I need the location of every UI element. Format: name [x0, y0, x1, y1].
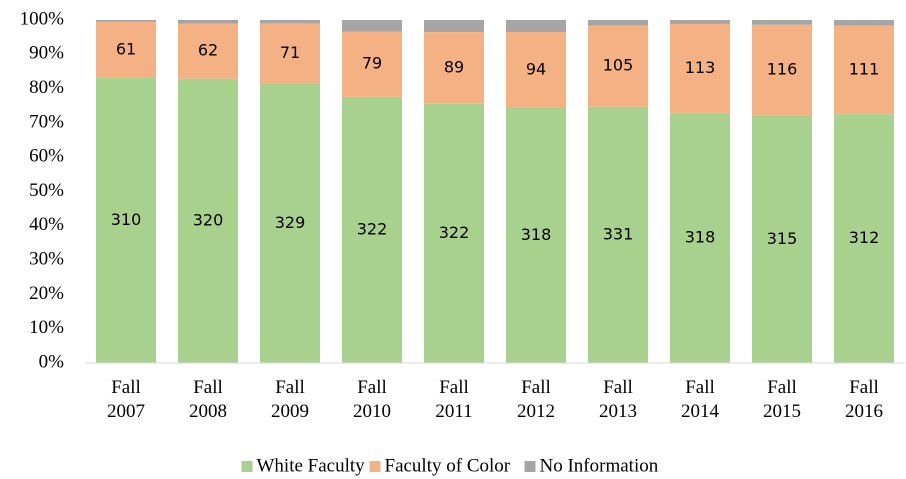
y-tick-label: 90%: [29, 43, 64, 64]
legend-label: White Faculty: [257, 455, 366, 476]
bar-segment: [96, 20, 156, 22]
x-tick-label: Fall 2009: [271, 377, 309, 422]
x-tick-label: Fall 2016: [845, 377, 883, 422]
legend-label: No Information: [540, 455, 659, 476]
data-label: 318: [521, 225, 552, 244]
data-label: 89: [444, 57, 464, 76]
legend-swatch: [369, 461, 381, 472]
bar-segment: [588, 25, 648, 107]
bar-segment: [588, 106, 648, 363]
x-tick-label: Fall 2011: [435, 377, 473, 422]
y-tick-label: 50%: [29, 180, 64, 201]
legend-swatch: [241, 461, 253, 472]
bar-segment: [178, 20, 238, 24]
data-label: 71: [280, 43, 300, 62]
bar-segment: [834, 20, 894, 26]
data-label: 318: [685, 227, 716, 246]
data-label: 116: [767, 60, 798, 79]
data-label: 310: [111, 210, 142, 229]
data-label: 113: [685, 58, 716, 77]
data-label: 331: [603, 224, 634, 243]
data-label: 329: [275, 213, 306, 232]
y-tick-label: 70%: [29, 111, 64, 132]
legend-swatch: [524, 461, 536, 472]
bar-segment: [96, 21, 156, 78]
y-tick-label: 30%: [29, 248, 64, 269]
bar-segment: [342, 31, 402, 97]
y-tick-label: 80%: [29, 77, 64, 98]
data-label: 105: [603, 56, 634, 75]
bar-segment: [342, 96, 402, 364]
bar-segment: [670, 112, 730, 363]
bar-segment: [588, 20, 648, 26]
bar-segment: [424, 32, 484, 104]
bar-segment: [96, 77, 156, 363]
bar-segment: [506, 20, 566, 33]
bar-segment: [752, 115, 812, 363]
bar-segment: [260, 23, 320, 84]
bar-segment: [834, 25, 894, 115]
data-label: 111: [849, 59, 880, 78]
y-tick-label: 0%: [39, 351, 65, 372]
bar-segment: [670, 23, 730, 113]
y-tick-label: 20%: [29, 283, 64, 304]
bar-segment: [260, 83, 320, 363]
data-label: 312: [849, 228, 880, 247]
bar-segment: [752, 20, 812, 25]
y-tick-label: 100%: [20, 8, 65, 29]
bar-segment: [506, 107, 566, 364]
x-tick-label: Fall 2007: [107, 377, 145, 422]
x-tick-label: Fall 2014: [681, 377, 719, 422]
bar-segment: [752, 24, 812, 116]
bar-segment: [178, 23, 238, 79]
x-tick-label: Fall 2013: [599, 377, 637, 422]
bar-segment: [424, 103, 484, 363]
data-label: 322: [439, 223, 470, 242]
data-label: 62: [198, 41, 218, 60]
data-label: 320: [193, 210, 224, 229]
y-tick-label: 10%: [29, 317, 64, 338]
bar-segment: [178, 78, 238, 363]
bar-segment: [670, 20, 730, 24]
y-tick-label: 40%: [29, 214, 64, 235]
y-tick-label: 60%: [29, 146, 64, 167]
data-label: 94: [526, 59, 546, 78]
x-tick-label: Fall 2008: [189, 377, 227, 422]
bar-segment: [506, 32, 566, 108]
data-label: 61: [116, 39, 136, 58]
x-tick-label: Fall 2012: [517, 377, 555, 422]
x-tick-label: Fall 2010: [353, 377, 391, 422]
bar-segment: [424, 20, 484, 33]
data-label: 322: [357, 219, 388, 238]
bar-segment: [342, 20, 402, 32]
data-label: 315: [767, 229, 798, 248]
data-label: 79: [362, 54, 382, 73]
legend-label: Faculty of Color: [385, 455, 511, 476]
bar-segment: [834, 114, 894, 363]
bar-segment: [260, 20, 320, 24]
x-tick-label: Fall 2015: [763, 377, 801, 422]
